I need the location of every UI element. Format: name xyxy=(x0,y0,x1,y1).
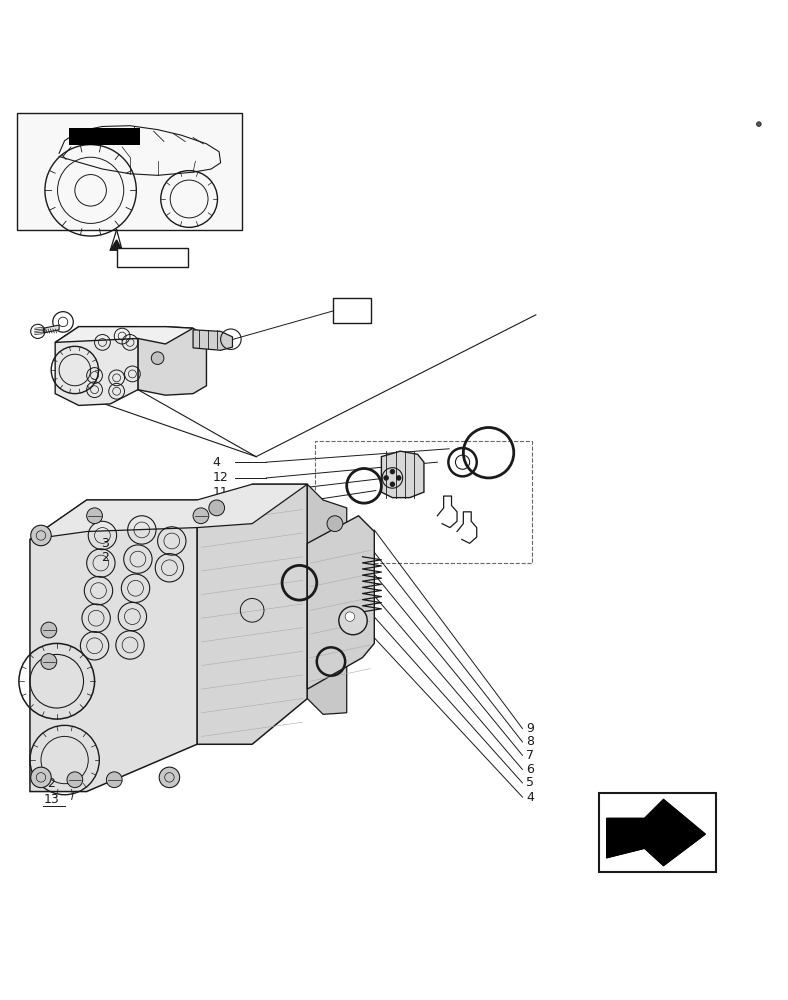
Polygon shape xyxy=(193,330,232,350)
Text: 13: 13 xyxy=(43,793,59,806)
Circle shape xyxy=(31,525,51,546)
Polygon shape xyxy=(197,484,307,744)
Text: 8: 8 xyxy=(526,735,534,748)
Circle shape xyxy=(209,500,225,516)
Text: 6: 6 xyxy=(526,763,534,776)
Circle shape xyxy=(193,508,209,524)
Circle shape xyxy=(87,508,102,524)
Circle shape xyxy=(151,352,164,364)
Circle shape xyxy=(31,767,51,788)
Polygon shape xyxy=(55,327,193,344)
Text: 7: 7 xyxy=(526,749,534,762)
Circle shape xyxy=(756,122,761,126)
Bar xyxy=(117,248,188,267)
Circle shape xyxy=(396,476,401,480)
Bar xyxy=(17,113,242,230)
Bar xyxy=(333,298,371,323)
Circle shape xyxy=(41,654,57,669)
Polygon shape xyxy=(43,325,59,333)
Circle shape xyxy=(345,612,355,621)
Polygon shape xyxy=(30,500,197,792)
Text: 2: 2 xyxy=(47,777,55,790)
Circle shape xyxy=(390,469,395,474)
Polygon shape xyxy=(138,327,206,395)
Text: 1: 1 xyxy=(346,304,355,318)
Polygon shape xyxy=(607,799,705,866)
Text: 10: 10 xyxy=(213,501,229,514)
Polygon shape xyxy=(307,484,347,714)
Circle shape xyxy=(106,772,122,788)
Text: PAG.2: PAG.2 xyxy=(134,251,170,264)
Circle shape xyxy=(339,606,367,635)
Polygon shape xyxy=(110,240,122,250)
Text: 4: 4 xyxy=(213,456,221,469)
Text: 2: 2 xyxy=(101,551,109,564)
Polygon shape xyxy=(307,516,374,689)
Circle shape xyxy=(67,772,83,788)
Text: 9: 9 xyxy=(526,722,534,735)
Text: 5: 5 xyxy=(526,776,534,789)
Polygon shape xyxy=(381,451,424,498)
Text: 4: 4 xyxy=(526,791,534,804)
Circle shape xyxy=(159,767,180,788)
Text: 12: 12 xyxy=(213,471,229,484)
Text: 3: 3 xyxy=(101,537,109,550)
Bar xyxy=(69,128,140,145)
Text: 11: 11 xyxy=(213,486,229,499)
Circle shape xyxy=(327,516,343,532)
Bar xyxy=(315,441,532,563)
Polygon shape xyxy=(30,484,307,539)
Bar xyxy=(599,793,716,872)
Polygon shape xyxy=(55,327,138,405)
Circle shape xyxy=(41,622,57,638)
Circle shape xyxy=(390,482,395,487)
Circle shape xyxy=(384,476,388,480)
